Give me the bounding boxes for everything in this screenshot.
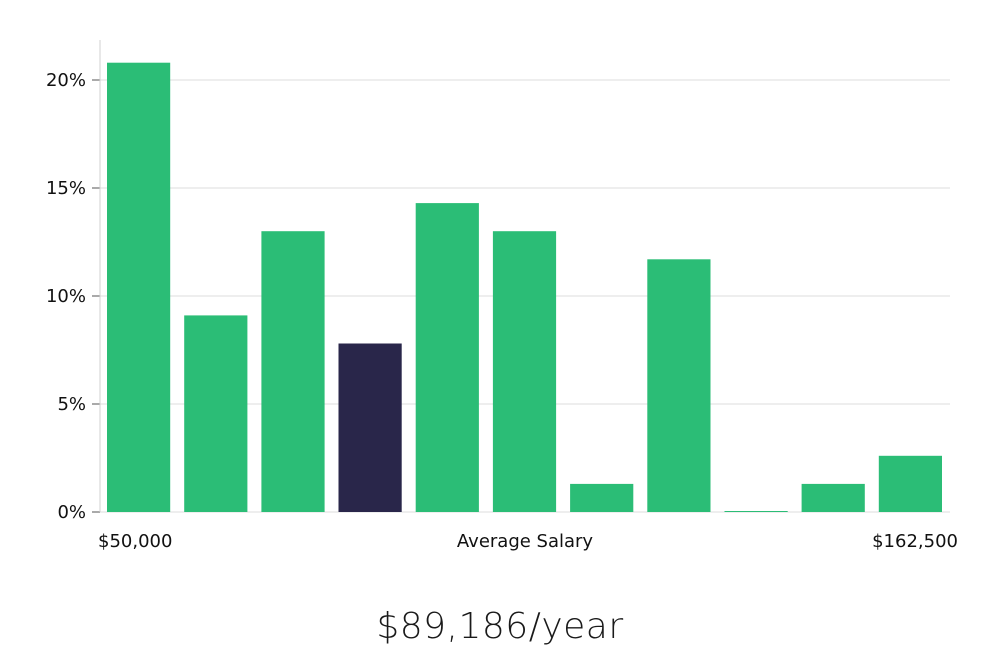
y-tick-label: 20% xyxy=(46,70,86,91)
bar xyxy=(570,483,634,512)
bar xyxy=(801,483,865,512)
average-salary-value: $89,186/year xyxy=(376,606,624,647)
y-tick-label: 15% xyxy=(46,178,86,199)
bars xyxy=(107,62,942,512)
y-tick-label: 10% xyxy=(46,286,86,307)
salary-histogram: 0% 5% 10% 15% 20% $50,000 Average Salary $16… xyxy=(46,40,958,552)
x-min-label: $50,000 xyxy=(98,531,172,552)
bar xyxy=(261,231,325,512)
bar xyxy=(415,203,479,512)
bar xyxy=(492,231,557,512)
bar xyxy=(107,62,171,512)
bar xyxy=(878,455,942,512)
x-axis-title: Average Salary xyxy=(457,531,594,552)
y-axis-ticks: 0% 5% 10% 15% 20% xyxy=(46,70,100,523)
y-tick-label: 0% xyxy=(57,502,86,523)
bar-highlighted xyxy=(338,343,402,512)
bar xyxy=(647,259,711,512)
y-tick-label: 5% xyxy=(57,394,86,415)
bar xyxy=(724,511,788,512)
x-max-label: $162,500 xyxy=(872,531,958,552)
bar xyxy=(184,315,248,512)
